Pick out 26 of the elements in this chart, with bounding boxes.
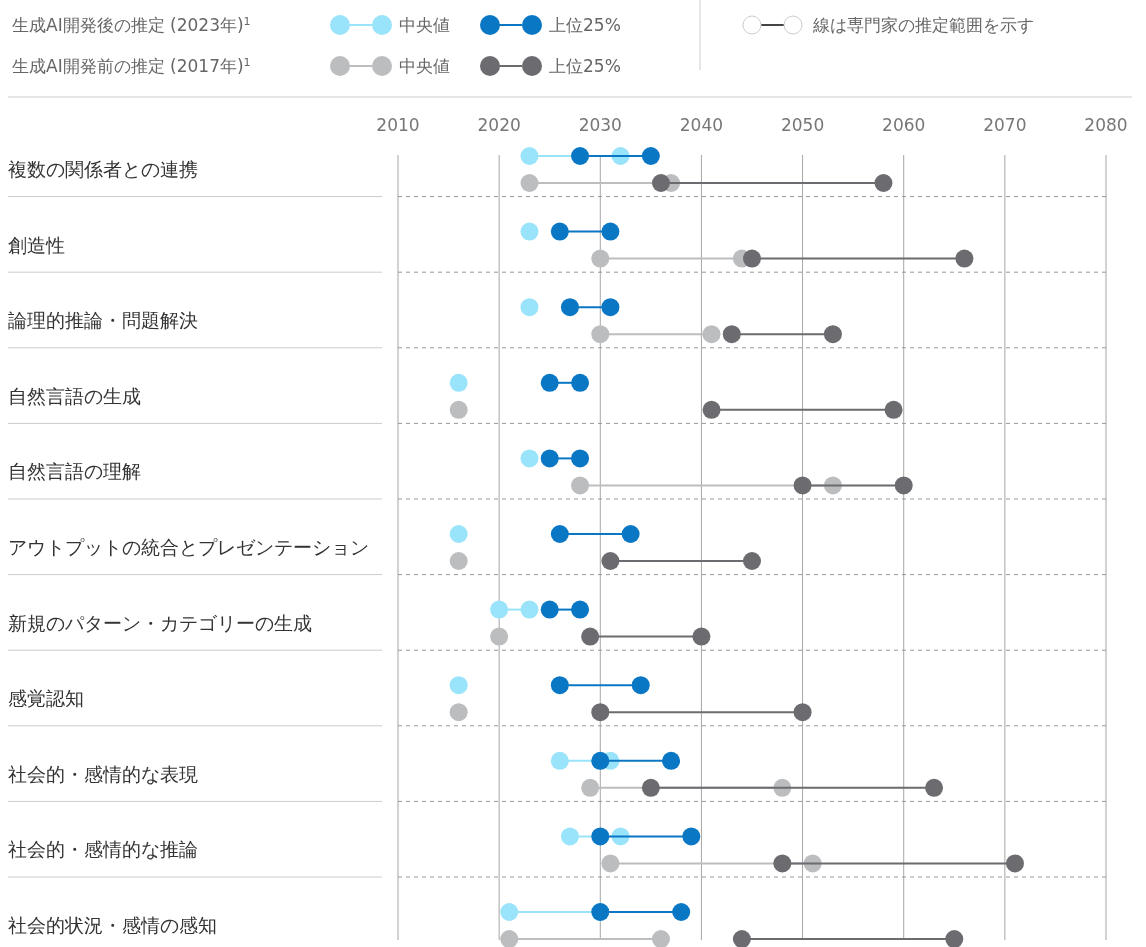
y-tick-label: 社会的・感情的な表現 <box>8 762 198 785</box>
x-tick-label: 2030 <box>578 115 622 135</box>
text: 生成AI開発前の推定 (2017年)$^{1}$ <box>12 55 251 76</box>
y-tick-label: 自然言語の生成 <box>8 384 141 407</box>
x-tick-label: 2050 <box>780 115 825 135</box>
y-tick-label: 社会的・感情的な推論 <box>8 838 198 861</box>
y-tick-label: 新規のパターン・カテゴリーの生成 <box>8 611 312 634</box>
legend-label: 中央値 <box>399 56 450 76</box>
x-tick-label: 2020 <box>477 115 521 135</box>
x-tick-label: 2010 <box>376 115 420 135</box>
x-tick-label: 2070 <box>983 115 1027 135</box>
x-tick-label: 2080 <box>1084 115 1128 135</box>
y-tick-label: 自然言語の理解 <box>8 460 141 483</box>
y-tick-label: 感覚認知 <box>8 687 84 710</box>
y-tick-label: 論理的推論・問題解決 <box>8 309 198 332</box>
text: 線は専門家の推定範囲を示す <box>812 15 1034 35</box>
legend-label: 上位25% <box>549 15 621 35</box>
y-tick-label: 創造性 <box>8 233 65 256</box>
x-tick-label: 2060 <box>882 115 926 135</box>
y-tick-label: アウトプットの統合とプレゼンテーション <box>8 536 369 558</box>
legend-label: 中央値 <box>399 15 450 35</box>
legend-label: 上位25% <box>549 56 621 76</box>
y-tick-label: 社会的状況・感情の感知 <box>8 914 217 936</box>
text: 生成AI開発後の推定 (2023年)$^{1}$ <box>12 14 251 35</box>
y-tick-label: 複数の関係者との連携 <box>8 158 198 180</box>
x-tick-label: 2040 <box>679 115 724 135</box>
